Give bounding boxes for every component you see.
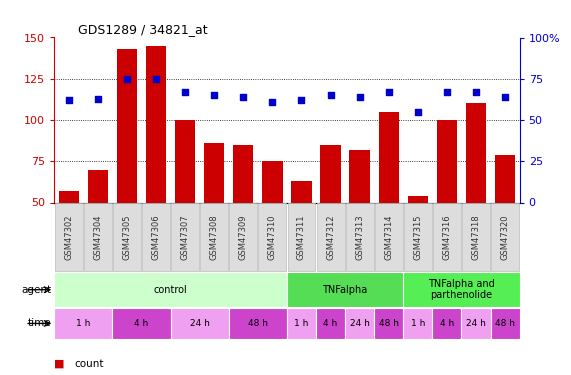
Bar — [408, 196, 428, 285]
FancyBboxPatch shape — [259, 203, 286, 271]
Point — [443, 89, 452, 95]
Text: control: control — [154, 285, 187, 295]
Bar — [117, 49, 137, 285]
Bar — [466, 104, 486, 285]
Point — [355, 94, 364, 100]
FancyBboxPatch shape — [142, 203, 170, 271]
Text: GSM47315: GSM47315 — [413, 214, 423, 260]
Text: TNFalpha: TNFalpha — [323, 285, 368, 295]
Text: GSM47310: GSM47310 — [268, 214, 277, 260]
Text: GSM47309: GSM47309 — [239, 214, 248, 260]
FancyBboxPatch shape — [229, 308, 287, 339]
FancyBboxPatch shape — [113, 203, 141, 271]
FancyBboxPatch shape — [200, 203, 228, 271]
Text: 1 h: 1 h — [294, 319, 309, 328]
FancyBboxPatch shape — [345, 308, 374, 339]
Text: 1 h: 1 h — [411, 319, 425, 328]
Point — [64, 97, 73, 103]
Text: 24 h: 24 h — [466, 319, 486, 328]
Text: TNFalpha and
parthenolide: TNFalpha and parthenolide — [428, 279, 495, 300]
Text: 24 h: 24 h — [190, 319, 210, 328]
Bar — [379, 112, 399, 285]
Point — [268, 99, 277, 105]
Text: 48 h: 48 h — [248, 319, 268, 328]
Text: GSM47307: GSM47307 — [180, 214, 190, 260]
Text: 48 h: 48 h — [379, 319, 399, 328]
FancyBboxPatch shape — [171, 308, 229, 339]
Text: agent: agent — [21, 285, 51, 295]
Bar — [175, 120, 195, 285]
Bar — [59, 191, 79, 285]
FancyBboxPatch shape — [287, 308, 316, 339]
FancyBboxPatch shape — [375, 203, 403, 271]
Text: GSM47305: GSM47305 — [122, 214, 131, 260]
FancyBboxPatch shape — [403, 272, 520, 307]
Text: 4 h: 4 h — [440, 319, 454, 328]
Text: GSM47306: GSM47306 — [151, 214, 160, 260]
FancyBboxPatch shape — [462, 203, 490, 271]
Text: 48 h: 48 h — [495, 319, 515, 328]
Bar — [291, 181, 312, 285]
Text: GSM47312: GSM47312 — [326, 214, 335, 260]
Point — [122, 76, 131, 82]
Text: GSM47308: GSM47308 — [210, 214, 219, 260]
FancyBboxPatch shape — [490, 308, 520, 339]
Bar — [204, 143, 224, 285]
Text: GSM47314: GSM47314 — [384, 214, 393, 260]
Point — [180, 89, 190, 95]
Bar — [262, 161, 283, 285]
FancyBboxPatch shape — [288, 203, 315, 271]
Text: ■: ■ — [54, 359, 69, 369]
Text: GSM47316: GSM47316 — [443, 214, 452, 260]
FancyBboxPatch shape — [171, 203, 199, 271]
Text: GDS1289 / 34821_at: GDS1289 / 34821_at — [78, 23, 207, 36]
FancyBboxPatch shape — [230, 203, 258, 271]
Text: GSM47304: GSM47304 — [94, 214, 102, 260]
Text: GSM47302: GSM47302 — [65, 214, 73, 260]
Bar — [88, 170, 108, 285]
Text: 24 h: 24 h — [349, 319, 369, 328]
Point — [472, 89, 481, 95]
Text: 1 h: 1 h — [76, 319, 91, 328]
Text: 4 h: 4 h — [134, 319, 148, 328]
Text: GSM47318: GSM47318 — [472, 214, 480, 260]
FancyBboxPatch shape — [316, 203, 344, 271]
FancyBboxPatch shape — [433, 203, 461, 271]
Point — [384, 89, 393, 95]
Point — [297, 97, 306, 103]
FancyBboxPatch shape — [55, 203, 83, 271]
Text: GSM47313: GSM47313 — [355, 214, 364, 260]
FancyBboxPatch shape — [432, 308, 461, 339]
Point — [413, 109, 423, 115]
Text: count: count — [74, 359, 104, 369]
Bar — [437, 120, 457, 285]
Point — [210, 92, 219, 98]
FancyBboxPatch shape — [491, 203, 519, 271]
FancyBboxPatch shape — [54, 272, 287, 307]
FancyBboxPatch shape — [112, 308, 171, 339]
FancyBboxPatch shape — [54, 308, 112, 339]
FancyBboxPatch shape — [461, 308, 490, 339]
Bar — [495, 154, 515, 285]
Bar — [349, 150, 370, 285]
FancyBboxPatch shape — [316, 308, 345, 339]
Bar — [233, 145, 254, 285]
Text: GSM47320: GSM47320 — [501, 214, 509, 260]
FancyBboxPatch shape — [374, 308, 403, 339]
FancyBboxPatch shape — [403, 308, 432, 339]
Bar — [146, 46, 166, 285]
Point — [151, 76, 160, 82]
Text: time: time — [28, 318, 51, 328]
FancyBboxPatch shape — [345, 203, 373, 271]
FancyBboxPatch shape — [287, 272, 403, 307]
Text: 4 h: 4 h — [323, 319, 337, 328]
FancyBboxPatch shape — [84, 203, 112, 271]
Point — [239, 94, 248, 100]
Point — [501, 94, 510, 100]
Text: GSM47311: GSM47311 — [297, 214, 306, 260]
Point — [326, 92, 335, 98]
Point — [93, 96, 102, 102]
Bar — [320, 145, 341, 285]
FancyBboxPatch shape — [404, 203, 432, 271]
